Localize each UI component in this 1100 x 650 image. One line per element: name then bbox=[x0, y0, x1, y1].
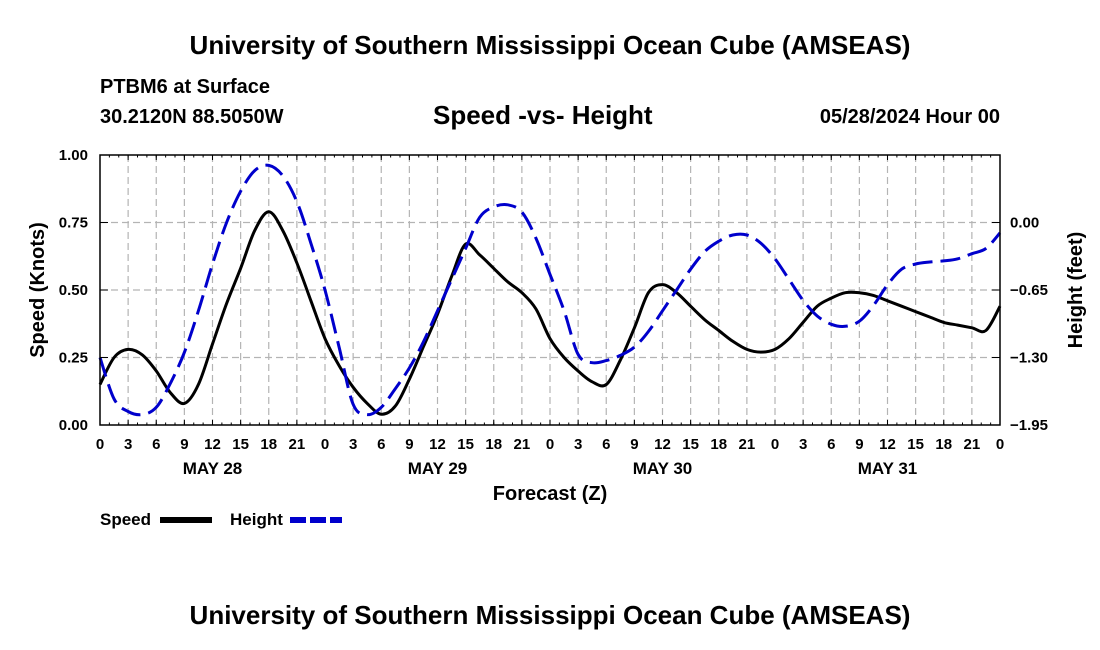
y-right-tick-label: −1.95 bbox=[1010, 417, 1048, 434]
x-tick-label: 6 bbox=[827, 436, 835, 453]
x-tick-label: 12 bbox=[879, 436, 896, 453]
x-tick-label: 9 bbox=[855, 436, 863, 453]
x-tick-label: 0 bbox=[96, 436, 104, 453]
height-series-line bbox=[98, 163, 1002, 417]
x-tick-label: 12 bbox=[429, 436, 446, 453]
x-tick-label: 0 bbox=[546, 436, 554, 453]
speed-height-chart: 0 3 6 9 12 15 18 21 0 3 6 9 12 15 18 21 0 3 6 9 12 15 18 21 0 3 6 9… bbox=[27, 147, 1087, 529]
x-tick-label: 3 bbox=[574, 436, 582, 453]
x-tick-label: 21 bbox=[739, 436, 756, 453]
axes: 0 3 6 9 12 15 18 21 0 3 6 9 12 15 18 21 0 3 6 9 12 15 18 21 0 3 6 9… bbox=[59, 147, 1048, 478]
footer-title: University of Southern Mississippi Ocean… bbox=[189, 600, 911, 630]
x-tick-label: 0 bbox=[321, 436, 329, 453]
station-coords: 30.2120N 88.5050W bbox=[100, 106, 284, 128]
y-right-tick-label: −0.65 bbox=[1010, 282, 1048, 299]
legend: Speed Height bbox=[100, 510, 342, 529]
x-tick-label: 9 bbox=[180, 436, 188, 453]
y-right-tick-label: 0.00 bbox=[1010, 215, 1039, 232]
y-left-tick-label: 0.75 bbox=[59, 215, 88, 232]
x-day-label: MAY 28 bbox=[183, 459, 243, 478]
x-tick-label: 15 bbox=[232, 436, 249, 453]
x-day-label: MAY 30 bbox=[633, 459, 693, 478]
legend-height-label: Height bbox=[230, 510, 283, 529]
y-left-tick-label: 0.50 bbox=[59, 282, 88, 299]
y-left-tick-label: 0.25 bbox=[59, 350, 88, 367]
station-name: PTBM6 at Surface bbox=[100, 76, 271, 98]
x-tick-label: 15 bbox=[457, 436, 474, 453]
speed-series-line bbox=[98, 210, 1002, 416]
x-tick-label: 6 bbox=[152, 436, 160, 453]
y-axis-right-label: Height (feet) bbox=[1065, 232, 1087, 349]
x-tick-label: 18 bbox=[710, 436, 727, 453]
y-axis-left-label: Speed (Knots) bbox=[27, 222, 49, 358]
x-tick-label: 9 bbox=[630, 436, 638, 453]
page-title: University of Southern Mississippi Ocean… bbox=[189, 30, 911, 60]
plot-title: Speed -vs- Height bbox=[433, 100, 653, 130]
y-left-tick-label: 0.00 bbox=[59, 417, 88, 434]
x-tick-label: 21 bbox=[514, 436, 531, 453]
x-tick-label: 9 bbox=[405, 436, 413, 453]
x-tick-label: 3 bbox=[799, 436, 807, 453]
x-tick-label: 3 bbox=[124, 436, 132, 453]
forecast-datetime: 05/28/2024 Hour 00 bbox=[819, 106, 1000, 128]
grid bbox=[100, 155, 1000, 425]
x-tick-label: 6 bbox=[602, 436, 610, 453]
x-tick-label: 18 bbox=[260, 436, 277, 453]
x-tick-label: 18 bbox=[485, 436, 502, 453]
series-lines bbox=[98, 163, 1002, 417]
x-tick-label: 15 bbox=[682, 436, 699, 453]
x-tick-label: 21 bbox=[289, 436, 306, 453]
x-day-label: MAY 29 bbox=[408, 459, 468, 478]
x-tick-label: 12 bbox=[654, 436, 671, 453]
x-day-label: MAY 31 bbox=[858, 459, 918, 478]
x-tick-label: 21 bbox=[964, 436, 981, 453]
x-tick-label: 6 bbox=[377, 436, 385, 453]
x-tick-label: 0 bbox=[996, 436, 1004, 453]
y-right-tick-label: −1.30 bbox=[1010, 350, 1048, 367]
x-tick-label: 18 bbox=[935, 436, 952, 453]
legend-speed-label: Speed bbox=[100, 510, 151, 529]
x-tick-label: 3 bbox=[349, 436, 357, 453]
y-left-tick-label: 1.00 bbox=[59, 147, 88, 164]
x-axis-label: Forecast (Z) bbox=[493, 483, 607, 505]
x-tick-label: 0 bbox=[771, 436, 779, 453]
x-tick-label: 15 bbox=[907, 436, 924, 453]
x-tick-label: 12 bbox=[204, 436, 221, 453]
